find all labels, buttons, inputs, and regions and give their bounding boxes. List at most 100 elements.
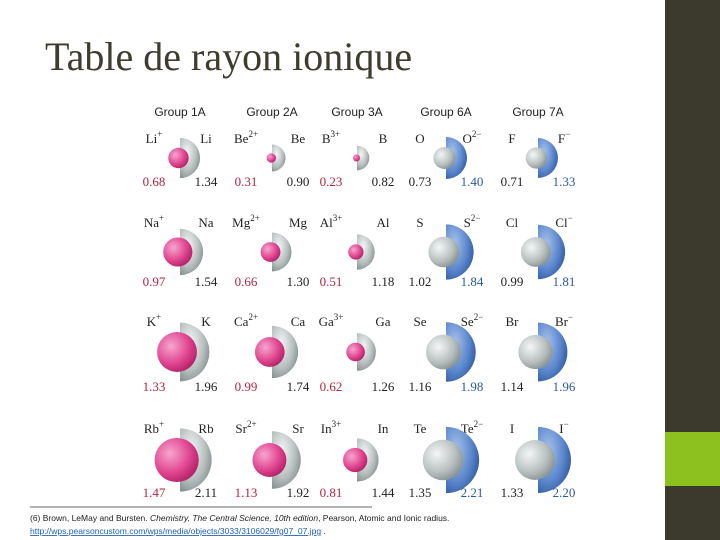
element-symbol: B <box>379 131 388 146</box>
radius-value: 0.82 <box>372 174 395 189</box>
half-sphere <box>272 144 286 172</box>
radius-value: 1.13 <box>235 485 258 500</box>
half-sphere <box>446 137 467 179</box>
element-label: K <box>201 314 211 329</box>
ion-charge: 2− <box>474 419 484 429</box>
element-label: Li+ <box>146 129 163 146</box>
reference-end: . <box>321 526 326 536</box>
radius-value: 0.62 <box>320 379 343 394</box>
element-label: Li <box>200 131 212 146</box>
element-symbol: Li <box>200 131 212 146</box>
element-symbol: Ca <box>234 314 249 329</box>
element-symbol: Rb <box>144 421 159 436</box>
element-label: Br− <box>555 312 573 329</box>
accent-block <box>665 432 720 486</box>
element-label: Br <box>506 314 520 329</box>
radius-value: 1.47 <box>143 485 166 500</box>
element-label: Ga <box>375 314 390 329</box>
sphere <box>260 242 281 262</box>
element-label: Ca2+ <box>234 312 258 329</box>
half-sphere <box>357 234 375 270</box>
reference-text: (6) Brown, LeMay and Bursten. Chemistry,… <box>30 513 449 523</box>
sphere <box>252 443 287 477</box>
element-label: Ga3+ <box>319 312 344 329</box>
element-label: B <box>379 131 388 146</box>
sphere <box>168 147 189 169</box>
half-sphere <box>180 137 201 179</box>
element-label: F <box>508 131 515 146</box>
half-sphere <box>272 232 292 272</box>
element-label: Be <box>291 131 306 146</box>
element-symbol: Rb <box>198 421 213 436</box>
radius-value: 0.73 <box>409 174 432 189</box>
element-symbol: Cl <box>506 215 519 230</box>
element-symbol: I <box>510 421 514 436</box>
ion-charge: + <box>159 213 164 223</box>
ion-charge: − <box>565 129 570 139</box>
group-header: Group 7A <box>512 105 563 119</box>
radius-value: 2.21 <box>461 485 484 500</box>
ion-charge: 2− <box>471 213 481 223</box>
ion-charge: + <box>156 312 161 322</box>
element-symbol: Be <box>291 131 306 146</box>
radius-value: 1.96 <box>195 379 218 394</box>
element-symbol: I <box>559 421 563 436</box>
element-symbol: Na <box>144 215 159 230</box>
radius-value: 1.96 <box>553 379 576 394</box>
radius-value: 1.84 <box>461 274 484 289</box>
radius-value: 1.16 <box>409 379 432 394</box>
element-symbol: Se <box>461 314 474 329</box>
ion-charge: 2+ <box>248 129 258 139</box>
element-symbol: Te <box>414 421 427 436</box>
element-symbol: In <box>321 421 332 436</box>
radius-value: 0.66 <box>235 274 258 289</box>
element-label: I− <box>559 419 568 436</box>
half-sphere <box>357 438 379 482</box>
ion-charge: 2+ <box>250 213 260 223</box>
radius-value: 1.35 <box>409 485 432 500</box>
sphere <box>422 439 464 481</box>
element-label: O2− <box>463 129 482 146</box>
sphere <box>353 154 360 162</box>
element-symbol: O <box>463 131 472 146</box>
ion-charge: + <box>157 129 162 139</box>
radius-value: 1.40 <box>461 174 484 189</box>
sphere <box>515 440 555 480</box>
element-symbol: In <box>378 421 389 436</box>
ion-charge: 2− <box>472 129 482 139</box>
element-symbol: Be <box>234 131 249 146</box>
radius-value: 2.11 <box>195 485 217 500</box>
half-sphere <box>538 224 566 280</box>
sphere <box>346 342 365 362</box>
radius-value: 0.99 <box>235 379 258 394</box>
radius-value: 1.33 <box>553 174 576 189</box>
ion-charge: − <box>564 419 569 429</box>
element-label: Cl <box>506 215 519 230</box>
element-label: Te <box>414 421 427 436</box>
radius-value: 1.98 <box>461 379 484 394</box>
sphere <box>343 447 368 473</box>
sphere <box>157 332 197 372</box>
element-symbol: K <box>147 314 157 329</box>
radius-value: 1.26 <box>372 379 395 394</box>
ion-charge: 3+ <box>334 312 344 322</box>
radius-value: 1.81 <box>553 274 576 289</box>
ion-charge: + <box>159 419 164 429</box>
radius-value: 1.33 <box>501 485 524 500</box>
ion-charge: − <box>568 312 573 322</box>
element-symbol: Sr <box>235 421 247 436</box>
element-label: Se2− <box>461 312 484 329</box>
half-sphere <box>446 224 474 280</box>
radius-value: 0.81 <box>320 485 343 500</box>
element-label: F− <box>558 129 570 146</box>
sphere <box>163 237 193 267</box>
reference-link[interactable]: http://wps.pearsoncustom.com/wps/media/o… <box>30 526 321 536</box>
reference-prefix: (6) Brown, LeMay and Bursten. <box>30 513 150 523</box>
ion-charge: 3+ <box>332 419 342 429</box>
element-symbol: Br <box>555 314 569 329</box>
element-symbol: Ga <box>375 314 390 329</box>
element-symbol: Sr <box>292 421 304 436</box>
element-label: Sr <box>292 421 304 436</box>
element-label: Cl− <box>555 213 572 230</box>
radius-value: 0.68 <box>143 174 166 189</box>
